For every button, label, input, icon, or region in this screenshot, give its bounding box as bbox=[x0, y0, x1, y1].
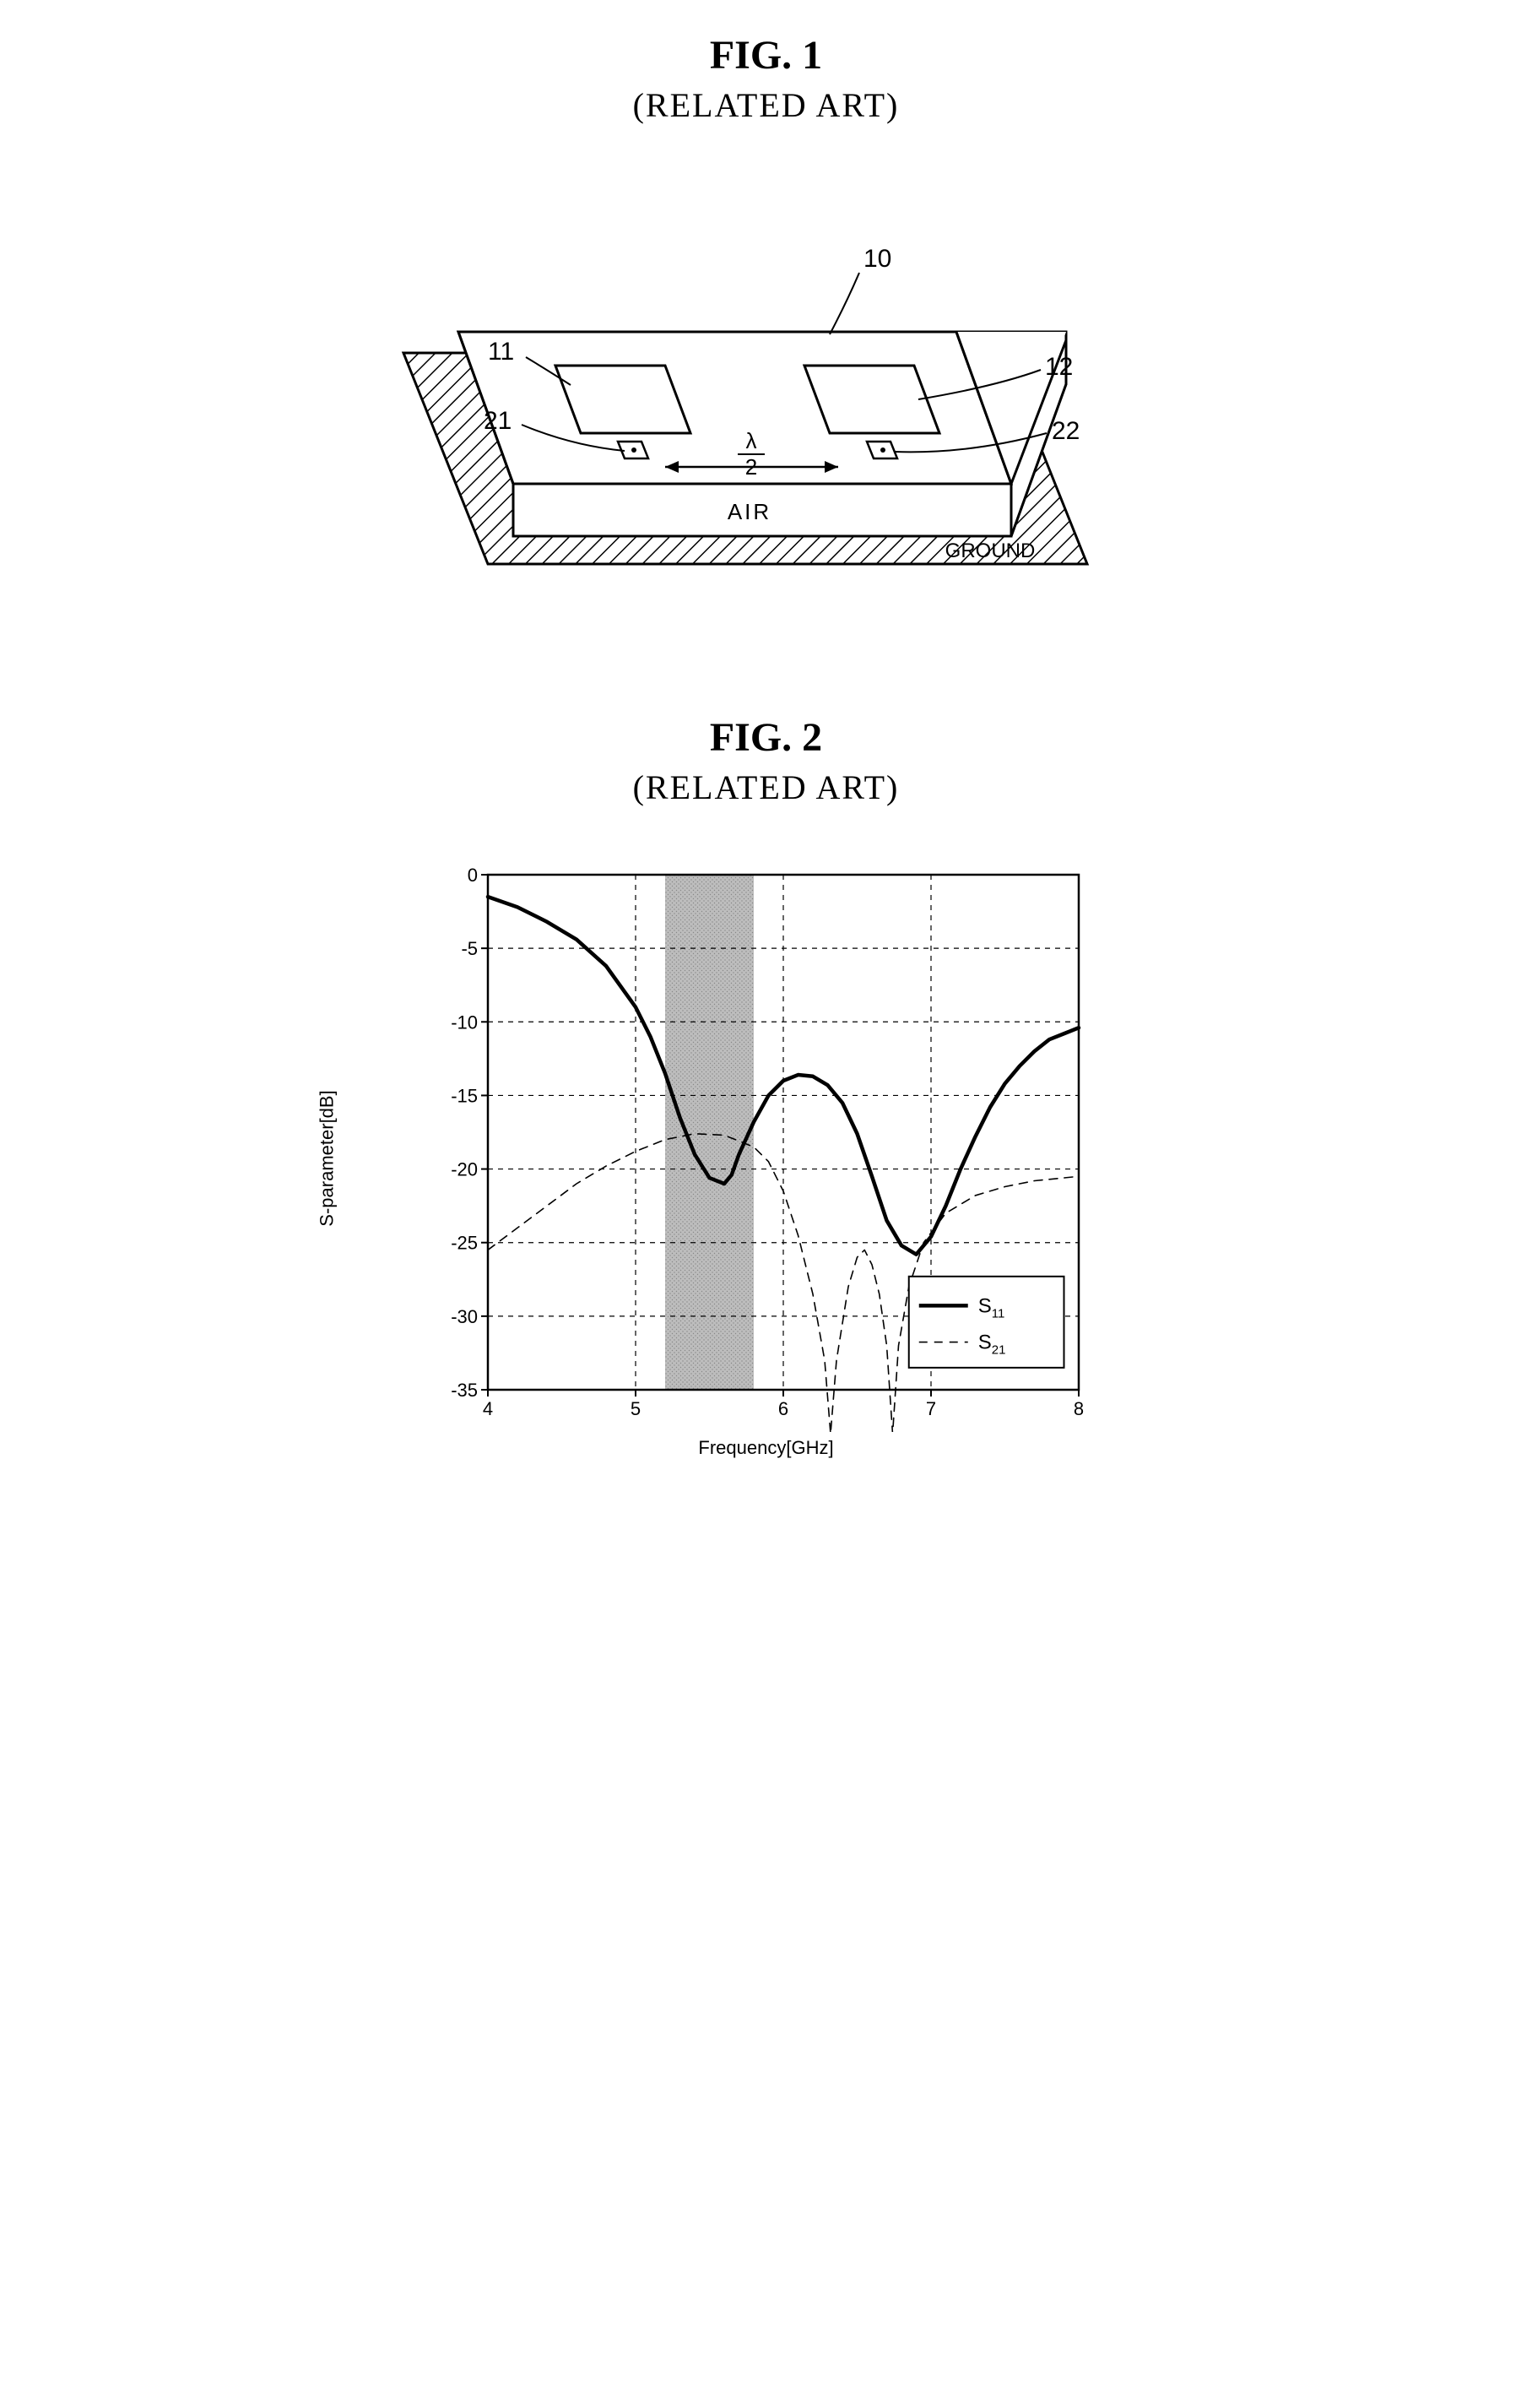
lambda-bot: 2 bbox=[744, 454, 756, 480]
ytick-label: -20 bbox=[451, 1158, 478, 1180]
shaded-band bbox=[665, 875, 754, 1390]
ytick-label: -5 bbox=[461, 938, 478, 959]
fig2-chart: 456780-5-10-15-20-25-30-35S11S21 bbox=[403, 858, 1129, 1432]
label-12: 12 bbox=[1045, 353, 1073, 381]
feed-left-dot bbox=[631, 447, 636, 453]
legend-box bbox=[908, 1276, 1064, 1367]
xtick-label: 7 bbox=[925, 1398, 935, 1419]
feed-right-dot bbox=[880, 447, 885, 453]
figure-1: FIG. 1 (RELATED ART) bbox=[361, 34, 1172, 648]
ytick-label: -15 bbox=[451, 1085, 478, 1106]
ytick-label: 0 bbox=[467, 865, 477, 886]
fig2-subtitle: (RELATED ART) bbox=[633, 767, 900, 807]
xtick-label: 5 bbox=[630, 1398, 640, 1419]
x-axis-label: Frequency[GHz] bbox=[698, 1437, 833, 1459]
xtick-label: 6 bbox=[777, 1398, 788, 1419]
label-10: 10 bbox=[863, 245, 891, 273]
ytick-label: -10 bbox=[451, 1011, 478, 1033]
fig1-diagram: λ 2 AIR GROUND 10 11 12 21 22 bbox=[361, 176, 1172, 648]
legend-label-s11: S bbox=[977, 1294, 991, 1317]
label-11: 11 bbox=[488, 338, 514, 366]
y-axis-label: S-parameter[dB] bbox=[316, 1090, 338, 1226]
patch-left bbox=[555, 366, 690, 433]
ytick-label: -35 bbox=[451, 1380, 478, 1401]
air-label: AIR bbox=[727, 499, 771, 524]
fig2-title: FIG. 2 bbox=[710, 716, 822, 761]
fig1-title: FIG. 1 bbox=[710, 34, 822, 79]
label-21: 21 bbox=[484, 407, 512, 435]
fig2-chart-wrap: S-parameter[dB] 456780-5-10-15-20-25-30-… bbox=[403, 858, 1129, 1459]
leader-10 bbox=[830, 273, 859, 334]
legend-label-s21: S bbox=[977, 1331, 991, 1353]
legend-label-s11-sub: 11 bbox=[991, 1306, 1004, 1321]
legend-label-s21-sub: 21 bbox=[991, 1342, 1005, 1357]
label-22: 22 bbox=[1052, 417, 1080, 445]
fig1-subtitle: (RELATED ART) bbox=[633, 85, 900, 125]
xtick-label: 4 bbox=[482, 1398, 492, 1419]
ytick-label: -30 bbox=[451, 1305, 478, 1326]
ytick-label: -25 bbox=[451, 1232, 478, 1253]
ground-label: GROUND bbox=[945, 540, 1035, 562]
figure-2: FIG. 2 (RELATED ART) S-parameter[dB] 456… bbox=[403, 716, 1129, 1459]
xtick-label: 8 bbox=[1073, 1398, 1083, 1419]
lambda-top: λ bbox=[745, 428, 756, 453]
